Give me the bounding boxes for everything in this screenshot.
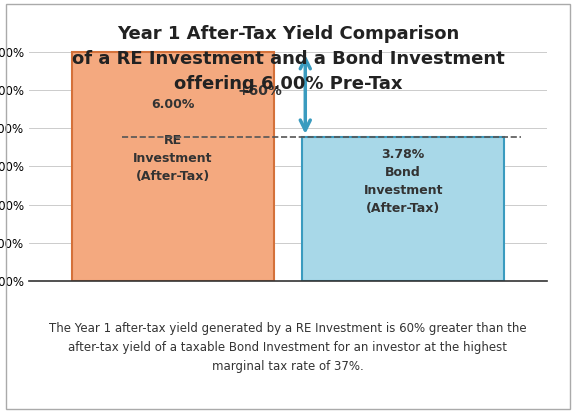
- Text: The Year 1 after-tax yield generated by a RE Investment is 60% greater than the
: The Year 1 after-tax yield generated by …: [49, 323, 527, 373]
- Text: Year 1 After-Tax Yield Comparison
of a RE Investment and a Bond Investment
offer: Year 1 After-Tax Yield Comparison of a R…: [71, 25, 505, 93]
- Text: 3.78%
Bond
Investment
(After-Tax): 3.78% Bond Investment (After-Tax): [363, 148, 443, 215]
- Text: +60%: +60%: [237, 83, 282, 97]
- Text: 6.00%

RE
Investment
(After-Tax): 6.00% RE Investment (After-Tax): [133, 98, 213, 183]
- Bar: [302, 137, 504, 281]
- Bar: [72, 52, 274, 281]
